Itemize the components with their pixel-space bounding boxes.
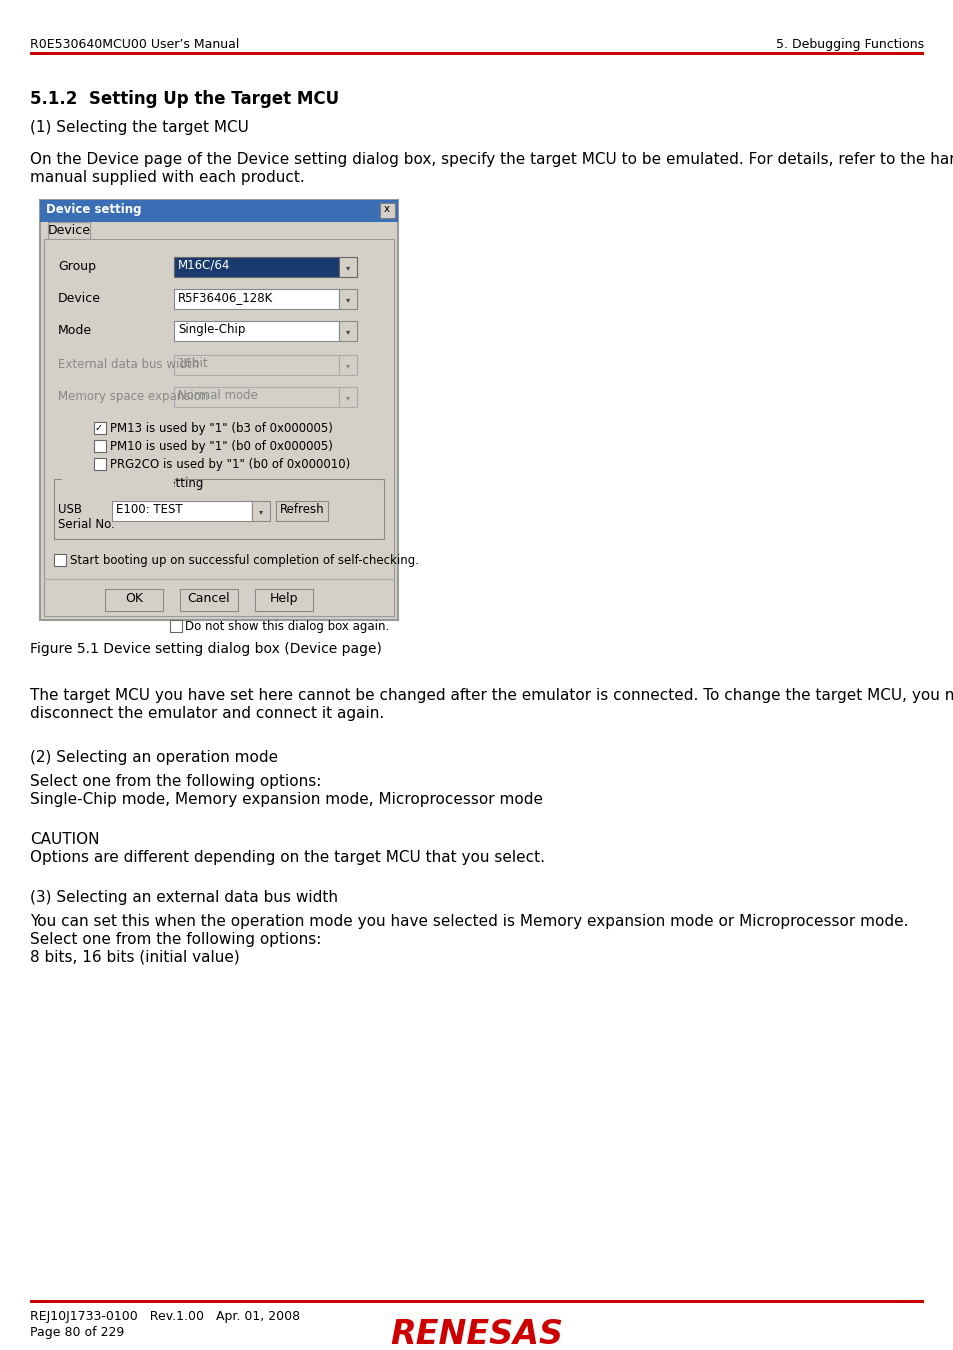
Bar xyxy=(338,387,356,406)
Text: CAUTION: CAUTION xyxy=(30,832,99,846)
Text: manual supplied with each product.: manual supplied with each product. xyxy=(30,170,304,185)
Bar xyxy=(62,477,173,487)
Text: Options are different depending on the target MCU that you select.: Options are different depending on the t… xyxy=(30,850,544,865)
Bar xyxy=(338,321,356,342)
Text: Page 80 of 229: Page 80 of 229 xyxy=(30,1326,124,1339)
Bar xyxy=(54,479,384,539)
Text: ▾: ▾ xyxy=(346,263,350,273)
Bar xyxy=(94,458,106,470)
Text: Figure 5.1 Device setting dialog box (Device page): Figure 5.1 Device setting dialog box (De… xyxy=(30,643,381,656)
Text: On the Device page of the Device setting dialog box, specify the target MCU to b: On the Device page of the Device setting… xyxy=(30,153,953,167)
Text: (3) Selecting an external data bus width: (3) Selecting an external data bus width xyxy=(30,890,337,905)
Text: USB
Serial No.: USB Serial No. xyxy=(58,504,114,531)
Text: OK: OK xyxy=(125,593,143,605)
Bar xyxy=(94,423,106,433)
Bar xyxy=(30,53,923,54)
Bar xyxy=(180,589,237,612)
Text: The target MCU you have set here cannot be changed after the emulator is connect: The target MCU you have set here cannot … xyxy=(30,688,953,703)
Text: 8 bits, 16 bits (initial value): 8 bits, 16 bits (initial value) xyxy=(30,950,239,965)
Text: External data bus width: External data bus width xyxy=(58,358,199,371)
Text: (2) Selecting an operation mode: (2) Selecting an operation mode xyxy=(30,751,278,765)
Text: Mode: Mode xyxy=(58,324,92,338)
Text: Cancel: Cancel xyxy=(188,593,230,605)
Text: Start booting up on successful completion of self-checking.: Start booting up on successful completio… xyxy=(70,554,418,567)
Bar xyxy=(173,321,338,342)
Bar xyxy=(40,200,397,221)
Text: PRG2CO is used by "1" (b0 of 0x000010): PRG2CO is used by "1" (b0 of 0x000010) xyxy=(110,458,350,471)
Text: M16C/64: M16C/64 xyxy=(178,259,230,271)
Text: 5.1.2  Setting Up the Target MCU: 5.1.2 Setting Up the Target MCU xyxy=(30,90,338,108)
Text: ▾: ▾ xyxy=(258,508,263,517)
Text: Do not show this dialog box again.: Do not show this dialog box again. xyxy=(185,620,389,633)
Text: R5F36406_128K: R5F36406_128K xyxy=(178,292,273,304)
Text: Device: Device xyxy=(58,292,101,305)
Text: PM13 is used by "1" (b3 of 0x000005): PM13 is used by "1" (b3 of 0x000005) xyxy=(110,423,333,435)
Text: E100: TEST: E100: TEST xyxy=(116,504,182,516)
Text: Group: Group xyxy=(58,261,96,273)
Text: R0E530640MCU00 User’s Manual: R0E530640MCU00 User’s Manual xyxy=(30,38,239,51)
Bar xyxy=(338,355,356,375)
Bar xyxy=(252,501,270,521)
Bar xyxy=(54,554,66,566)
Bar xyxy=(48,221,90,240)
Bar xyxy=(94,440,106,452)
Text: Refresh: Refresh xyxy=(279,504,324,516)
Bar xyxy=(170,620,182,632)
Text: Select one from the following options:: Select one from the following options: xyxy=(30,774,321,788)
Bar xyxy=(173,355,338,375)
Bar xyxy=(105,589,163,612)
Text: RENESAS: RENESAS xyxy=(390,1318,563,1350)
Bar xyxy=(173,256,338,277)
Text: You can set this when the operation mode you have selected is Memory expansion m: You can set this when the operation mode… xyxy=(30,914,907,929)
Bar xyxy=(338,256,356,277)
Text: Device setting: Device setting xyxy=(46,202,141,216)
Bar xyxy=(254,589,313,612)
Text: ▾: ▾ xyxy=(346,296,350,305)
Text: Memory space expansion: Memory space expansion xyxy=(58,390,208,404)
Text: 5. Debugging Functions: 5. Debugging Functions xyxy=(775,38,923,51)
Bar xyxy=(173,289,338,309)
Text: Communication Setting: Communication Setting xyxy=(64,477,203,490)
Bar xyxy=(275,501,328,521)
Text: ▾: ▾ xyxy=(346,393,350,402)
Bar xyxy=(112,501,252,521)
Text: Device: Device xyxy=(48,224,91,238)
Text: PM10 is used by "1" (b0 of 0x000005): PM10 is used by "1" (b0 of 0x000005) xyxy=(110,440,333,454)
Text: Select one from the following options:: Select one from the following options: xyxy=(30,931,321,946)
Text: ▾: ▾ xyxy=(346,328,350,336)
Text: REJ10J1733-0100   Rev.1.00   Apr. 01, 2008: REJ10J1733-0100 Rev.1.00 Apr. 01, 2008 xyxy=(30,1310,300,1323)
Bar xyxy=(30,1300,923,1303)
Bar xyxy=(173,387,338,406)
Text: 16bit: 16bit xyxy=(178,356,209,370)
Text: Single-Chip: Single-Chip xyxy=(178,323,245,336)
Text: (1) Selecting the target MCU: (1) Selecting the target MCU xyxy=(30,120,249,135)
Bar xyxy=(44,239,394,616)
Bar xyxy=(338,289,356,309)
Text: ✓: ✓ xyxy=(95,423,103,433)
Bar xyxy=(379,202,395,217)
Text: Normal mode: Normal mode xyxy=(178,389,257,402)
Text: Help: Help xyxy=(270,593,298,605)
Text: x: x xyxy=(383,204,390,215)
Text: ▾: ▾ xyxy=(346,362,350,370)
Bar xyxy=(40,200,397,620)
Text: disconnect the emulator and connect it again.: disconnect the emulator and connect it a… xyxy=(30,706,384,721)
Text: Single-Chip mode, Memory expansion mode, Microprocessor mode: Single-Chip mode, Memory expansion mode,… xyxy=(30,792,542,807)
